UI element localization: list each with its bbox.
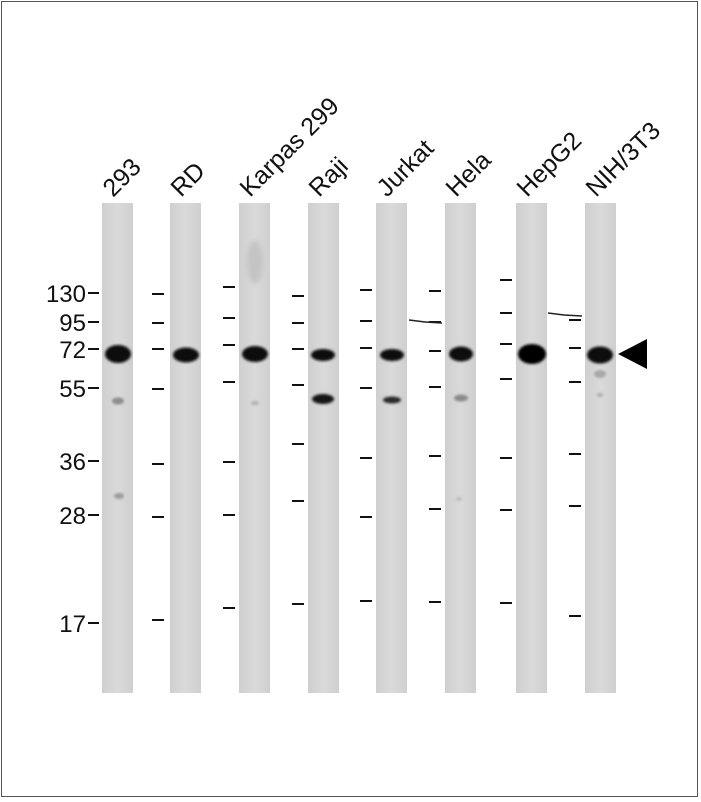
band-hela-main — [449, 346, 473, 362]
band-hela-faint — [456, 497, 462, 501]
lane-label-rd: RD — [165, 157, 210, 202]
band-nih3t3-main — [587, 346, 613, 364]
lane-label-hepg2: HepG2 — [511, 126, 587, 202]
lane-293 — [102, 203, 133, 693]
arrowhead-left-icon — [618, 339, 647, 369]
marker-ticks — [152, 279, 581, 621]
band-nih3t3-faint — [594, 370, 606, 378]
secondary-bands — [112, 370, 606, 501]
band-293-51 — [112, 397, 124, 405]
band-hepg2-main — [518, 344, 546, 364]
band-raji-main — [311, 349, 335, 361]
lane-karpas-299 — [239, 203, 270, 693]
band-nih3t3-faint2 — [597, 393, 603, 397]
band-jurkat-main — [380, 349, 404, 361]
mw-label-55: 55 — [59, 376, 86, 403]
lane-hepg2 — [516, 203, 547, 693]
lane-nih-3t3 — [585, 203, 616, 693]
lane-label-raji: Raji — [303, 152, 353, 202]
lane-label-jurkat: Jurkat — [371, 134, 439, 202]
band-hela-51 — [454, 394, 468, 402]
streak — [408, 319, 443, 324]
band-karpas-faint — [251, 401, 259, 405]
band-raji-51 — [312, 394, 334, 404]
band-293-30 — [114, 493, 124, 499]
band-jurkat-51 — [383, 396, 401, 404]
lane-hela — [445, 203, 476, 693]
streak — [547, 312, 583, 317]
mw-label-95: 95 — [59, 310, 86, 337]
lane-labels: 293 RD Karpas 299 Raji Jurkat Hela HepG2… — [97, 92, 666, 202]
target-bands — [105, 344, 613, 364]
lane-label-hela: Hela — [440, 146, 496, 202]
lanes — [102, 203, 616, 693]
mw-label-36: 36 — [59, 449, 86, 476]
mw-label-28: 28 — [59, 503, 86, 530]
band-rd-main — [173, 347, 199, 363]
lane-label-nih-3t3: NIH/3T3 — [580, 117, 666, 203]
lane-raji — [308, 203, 339, 693]
band-karpas-main — [242, 346, 268, 362]
mw-label-72: 72 — [59, 337, 86, 364]
mw-ladder: 130 95 72 55 36 28 17 — [46, 281, 99, 638]
smear — [247, 240, 263, 284]
lane-label-293: 293 — [97, 153, 146, 202]
lane-jurkat — [376, 203, 407, 693]
band-293-main — [105, 345, 131, 363]
lane-rd — [170, 203, 201, 693]
mw-label-17: 17 — [59, 611, 86, 638]
mw-label-130: 130 — [46, 281, 86, 308]
